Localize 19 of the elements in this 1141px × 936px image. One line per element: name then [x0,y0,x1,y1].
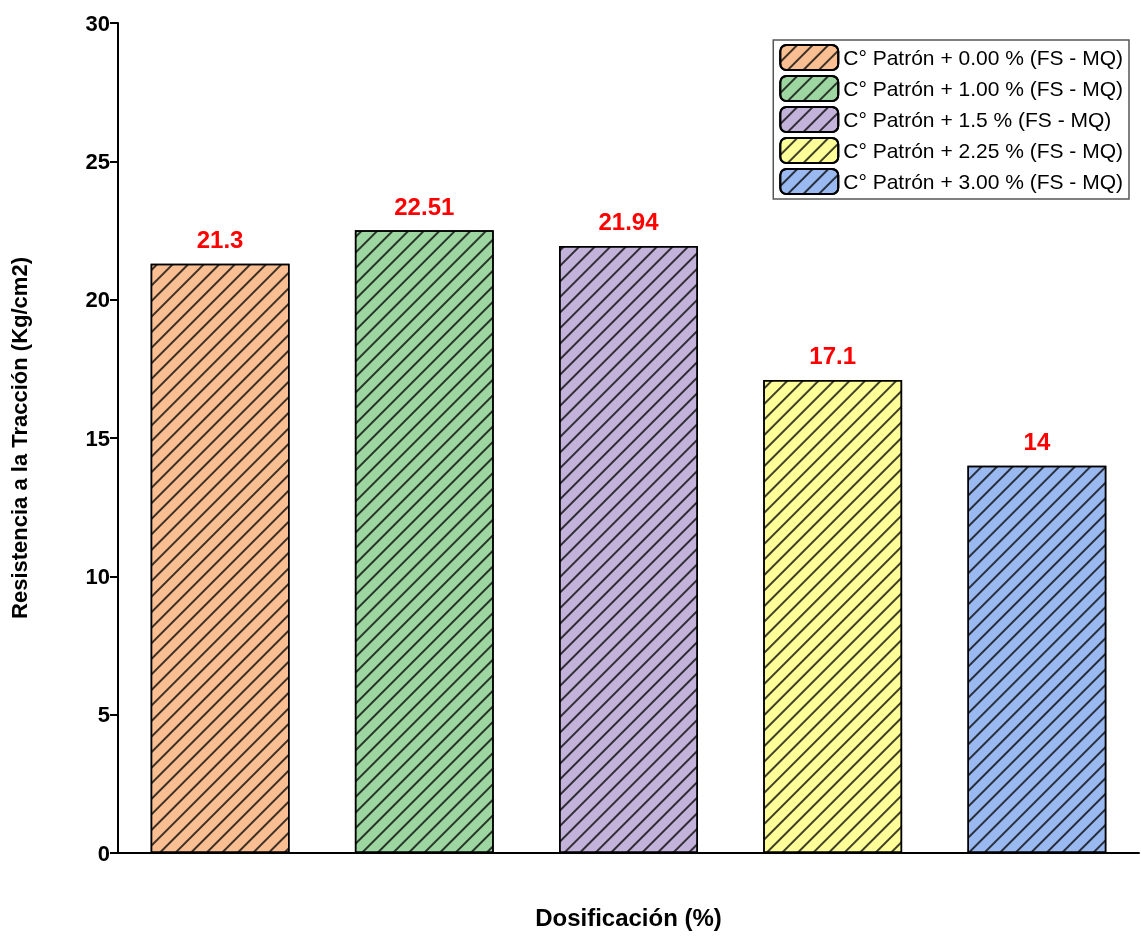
x-axis-title: Dosificación (%) [535,903,722,931]
data-label: 21.3 [196,226,244,254]
y-tick-label: 30 [85,10,110,36]
legend-label: C° Patrón + 1.00 % (FS - MQ) [843,77,1124,100]
y-axis-title: Resistencia a la Tracción (Kg/cm2) [6,257,32,619]
y-tick-label: 5 [97,702,110,728]
y-tick-label: 25 [85,148,110,174]
data-label: 22.51 [394,192,455,220]
legend-label: C° Patrón + 3.00 % (FS - MQ) [843,170,1124,193]
data-label: 14 [1023,428,1051,456]
data-label: 17.1 [809,342,857,370]
y-tick-label: 10 [85,563,110,589]
legend-label: C° Patrón + 1.5 % (FS - MQ) [843,108,1112,131]
legend-label: C° Patrón + 0.00 % (FS - MQ) [843,46,1124,69]
data-label: 21.94 [598,208,660,236]
y-tick-label: 20 [85,287,110,313]
legend-label: C° Patrón + 2.25 % (FS - MQ) [843,139,1124,162]
y-tick-label: 0 [97,840,110,866]
y-tick-label: 15 [85,425,110,451]
